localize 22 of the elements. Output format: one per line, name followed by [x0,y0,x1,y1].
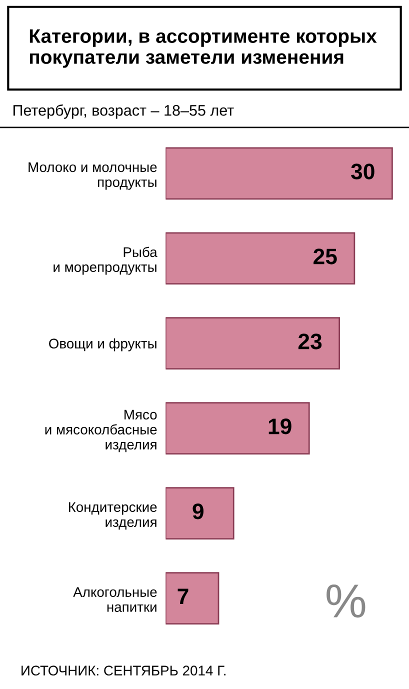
bar [166,572,220,624]
bar [166,317,340,370]
data-label: 9 [192,504,204,520]
y-tick-label: Овощи и фрукты [49,338,156,352]
data-label: 19 [268,418,292,434]
data-label: 23 [298,334,322,350]
y-tick-label: Кондитерские изделия [68,502,157,530]
bar [166,232,356,285]
data-label: 30 [351,164,374,180]
chart-subtitle: Петербург, возраст – 18–55 лет [14,104,234,119]
bar [166,147,393,200]
y-tick-label: Молоко и молочные продукты [28,162,157,190]
bar [166,487,234,540]
data-label: 7 [178,588,188,604]
annotation: % [326,584,366,618]
text: ИСТОЧНИК: СЕНТЯБРЬ 2014 Г. [22,666,226,676]
y-tick-label: Рыба и морепродукты [54,246,158,275]
chart-title: Категории, в ассортименте которых покупатели заметели изменения [30,29,377,68]
bar [166,402,310,455]
data-label: 25 [314,248,337,264]
y-tick-label: Мясо и мясоколбасные изделия [45,410,157,452]
y-tick-label: Алкогольные напитки [73,587,157,612]
